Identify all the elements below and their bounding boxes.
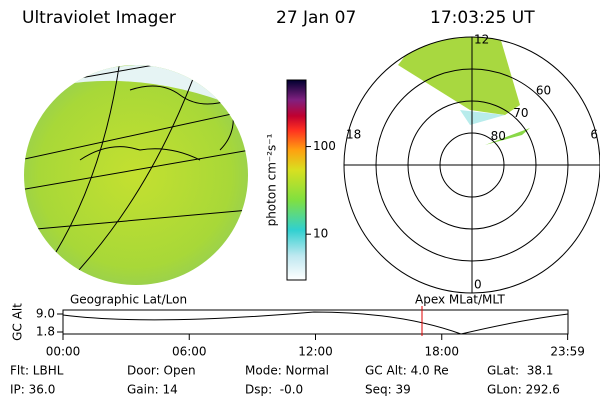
status-field: Gain: 14 [127, 383, 178, 397]
date: 27 Jan 07 [276, 8, 356, 28]
right-label: Apex MLat/MLT [415, 293, 505, 307]
hour-label: 6 [590, 128, 598, 142]
time-tick-label: 06:00 [172, 345, 207, 359]
time-tick-label: 23:59 [550, 345, 585, 359]
hour-label: 0 [474, 278, 482, 292]
earth-image [24, 65, 248, 285]
status-field: GC Alt: 4.0 Re [365, 364, 449, 378]
title: Ultraviolet Imager [22, 8, 176, 28]
time-tick-label: 00:00 [46, 345, 81, 359]
status-field: GLat: 38.1 [487, 364, 553, 378]
hour-label: 12 [474, 33, 489, 47]
alt-tick-label: 9.0 [36, 307, 55, 321]
status-field: Mode: Normal [245, 364, 329, 378]
axis-label: GC Alt [11, 303, 25, 341]
lat-ring [407, 100, 537, 230]
lat-label: 60 [536, 84, 551, 98]
alt-tick-label: 1.8 [36, 325, 55, 339]
time-tick-label: 12:00 [298, 345, 333, 359]
colorbar-tick-label: 10 [313, 227, 328, 241]
lat-label: 70 [513, 106, 528, 120]
time-tick-label: 18:00 [424, 345, 459, 359]
lat-ring [439, 132, 505, 198]
status-field: Door: Open [127, 364, 196, 378]
status-field: Flt: LBHL [10, 364, 64, 378]
time: 17:03:25 UT [430, 8, 535, 28]
lat-ring [375, 68, 569, 262]
timeline: Geographic Lat/Lon Apex MLat/MLT GC Alt [11, 293, 569, 341]
colorbar [286, 79, 307, 281]
status-field: Seq: 39 [365, 383, 411, 397]
left-label: Geographic Lat/Lon [70, 293, 187, 307]
colorbar-tick-label: 100 [313, 139, 336, 153]
lat-label: 80 [491, 129, 506, 143]
polar-plot [343, 36, 600, 294]
hour-label: 18 [346, 128, 361, 142]
colorbar-label: photon cm⁻²s⁻¹ [265, 133, 279, 226]
status-field: Dsp: -0.0 [245, 383, 303, 397]
status-field: GLon: 292.6 [487, 383, 560, 397]
status-field: IP: 36.0 [10, 383, 55, 397]
